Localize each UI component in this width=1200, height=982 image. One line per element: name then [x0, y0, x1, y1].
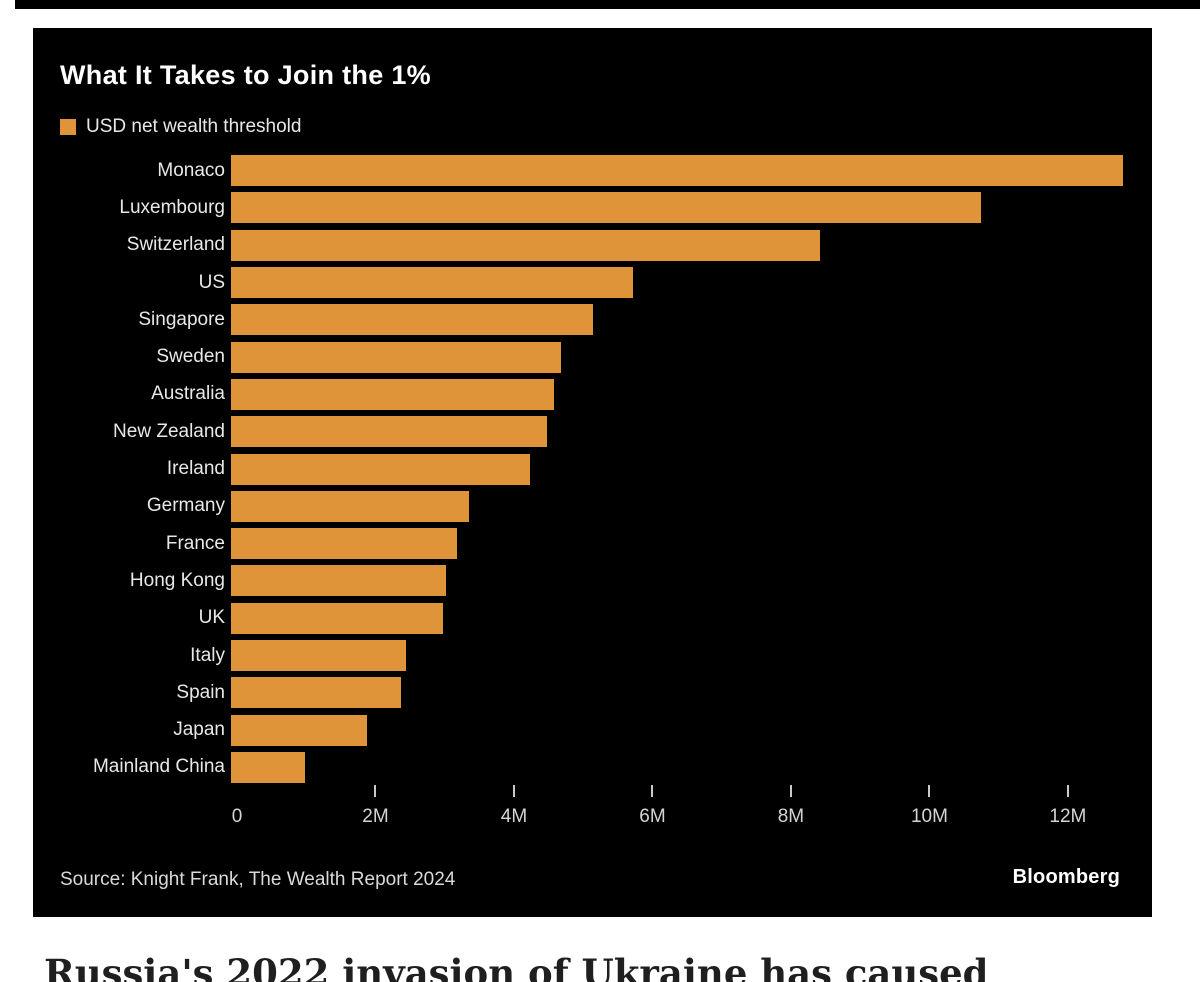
country-label: Italy	[190, 644, 225, 666]
country-label: Germany	[146, 495, 225, 517]
bar-track	[231, 640, 1145, 671]
chart-card: What It Takes to Join the 1% USD net wea…	[33, 28, 1152, 917]
bar-row: Italy	[33, 637, 1151, 674]
axis-tick-label: 12M	[1049, 806, 1087, 827]
chart-title: What It Takes to Join the 1%	[60, 60, 431, 90]
chart-rows: Monaco Luxembourg Switzerland US Singapore Sw…	[33, 152, 1151, 786]
x-axis-ticks	[237, 785, 1151, 797]
bar-track	[231, 677, 1145, 709]
bar-track	[231, 416, 1145, 448]
country-label: Switzerland	[126, 234, 225, 256]
wealth-threshold-bar	[231, 565, 446, 597]
legend-label: USD net wealth threshold	[86, 116, 302, 137]
bar-row: New Zealand	[33, 413, 1151, 450]
bar-row: Mainland China	[33, 749, 1151, 786]
axis-tick	[1066, 785, 1069, 797]
bar-track	[231, 229, 1145, 261]
country-label: France	[165, 532, 225, 554]
article-headline-clipped: Russia's 2022 invasion of Ukraine has ca…	[44, 951, 989, 982]
bar-row: Germany	[33, 488, 1151, 525]
bar-track	[231, 267, 1145, 299]
country-label: Japan	[173, 719, 225, 741]
bar-track	[231, 751, 1145, 783]
bar-row: France	[33, 525, 1151, 562]
bar-track	[231, 304, 1145, 336]
wealth-threshold-bar	[231, 490, 469, 522]
axis-tick-label: 2M	[362, 806, 389, 827]
x-axis-labels: 0 2M 4M 6M 8M 10M 12M	[232, 806, 1151, 832]
bar-row: US	[33, 264, 1151, 301]
wealth-threshold-bar	[231, 304, 594, 336]
wealth-threshold-bar	[231, 714, 368, 746]
bar-row: Singapore	[33, 301, 1151, 338]
axis-tick	[374, 785, 377, 797]
bar-track	[231, 565, 1145, 597]
wealth-threshold-bar	[231, 528, 458, 560]
wealth-threshold-bar	[231, 416, 548, 448]
axis-tick-label: 0	[231, 806, 243, 827]
wealth-threshold-bar	[231, 751, 306, 783]
bar-row: Switzerland	[33, 227, 1151, 264]
bar-track	[231, 192, 1145, 224]
bloomberg-logo: Bloomberg	[1012, 866, 1120, 888]
wealth-threshold-bar	[231, 378, 555, 410]
axis-tick	[512, 785, 515, 797]
bar-row: Monaco	[33, 152, 1151, 189]
wealth-threshold-bar	[231, 267, 634, 299]
bar-track	[231, 341, 1145, 373]
bar-row: Luxembourg	[33, 189, 1151, 226]
wealth-threshold-bar	[231, 192, 981, 224]
axis-tick-label: 4M	[500, 806, 528, 827]
axis-tick-label: 6M	[639, 806, 666, 827]
country-label: Spain	[176, 681, 225, 703]
axis-tick-label: 10M	[910, 806, 948, 827]
bar-row: Sweden	[33, 338, 1151, 375]
wealth-threshold-bar	[231, 602, 443, 634]
country-label: Luxembourg	[119, 196, 225, 218]
country-label: Singapore	[138, 308, 225, 330]
bar-track	[231, 714, 1145, 746]
chart-legend: USD net wealth threshold	[60, 116, 301, 138]
top-black-strip	[15, 0, 1200, 9]
bar-track	[231, 602, 1145, 634]
axis-tick	[928, 785, 931, 797]
bar-track	[231, 378, 1145, 410]
country-label: Mainland China	[92, 756, 225, 778]
wealth-threshold-bar	[231, 453, 531, 485]
country-label: UK	[198, 607, 225, 629]
bar-row: Japan	[33, 711, 1151, 748]
bar-row: Spain	[33, 674, 1151, 711]
country-label: New Zealand	[113, 420, 225, 442]
country-label: Monaco	[157, 159, 225, 181]
country-label: Hong Kong	[129, 569, 225, 591]
bar-row: UK	[33, 600, 1151, 637]
bar-track	[231, 453, 1145, 485]
bar-row: Hong Kong	[33, 562, 1151, 599]
country-label: US	[198, 271, 225, 293]
country-label: Australia	[151, 383, 225, 405]
wealth-threshold-bar	[231, 155, 1123, 187]
country-label: Sweden	[156, 346, 225, 368]
bar-track	[231, 528, 1145, 560]
axis-tick-label: 8M	[777, 806, 805, 827]
source-note: Source: Knight Frank, The Wealth Report …	[60, 869, 456, 890]
wealth-threshold-bar	[231, 341, 561, 373]
bar-track	[231, 490, 1145, 522]
legend-swatch-icon	[60, 119, 76, 135]
country-label: Ireland	[166, 458, 225, 480]
axis-tick	[651, 785, 654, 797]
bar-track	[231, 155, 1145, 187]
bar-row: Ireland	[33, 450, 1151, 487]
wealth-threshold-bar	[231, 677, 402, 709]
wealth-threshold-bar	[231, 640, 407, 671]
bar-row: Australia	[33, 376, 1151, 413]
wealth-threshold-bar	[231, 229, 821, 261]
axis-tick	[789, 785, 792, 797]
